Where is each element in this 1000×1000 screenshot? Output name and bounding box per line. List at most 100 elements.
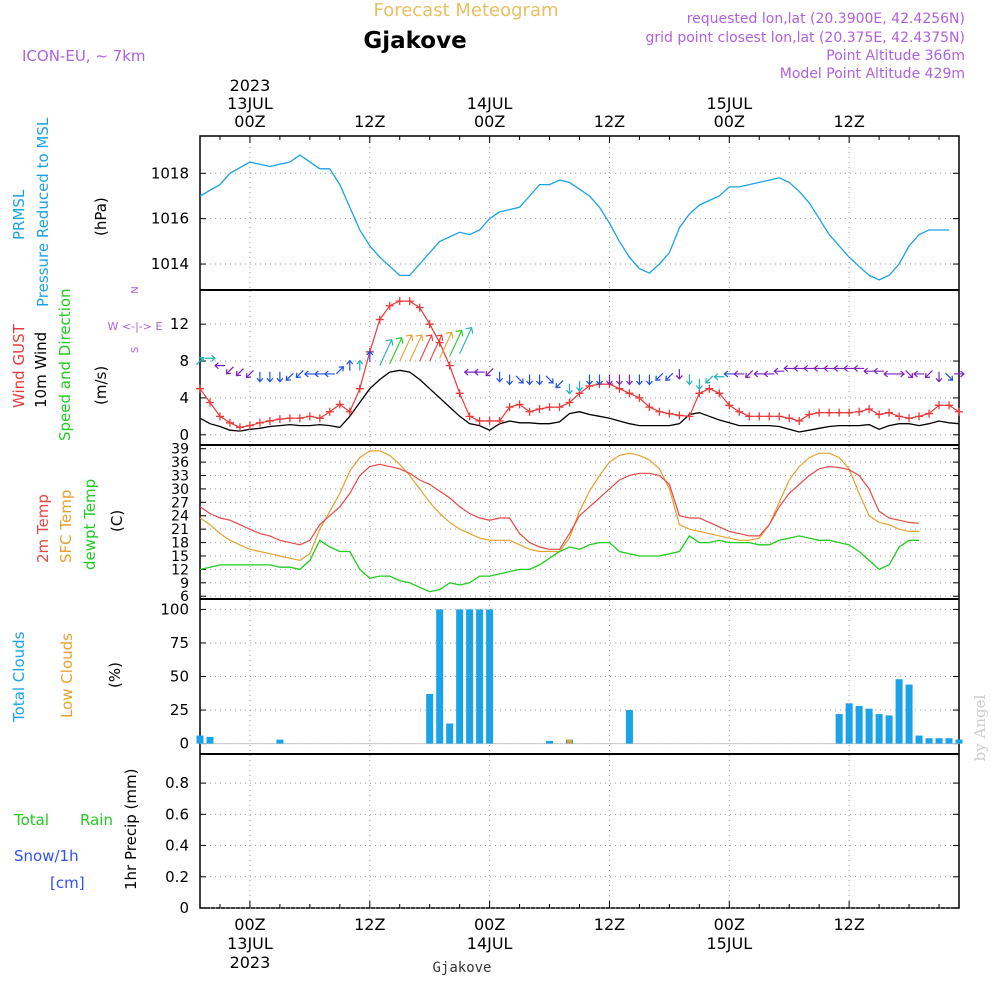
gust-plus-marker [405,297,414,306]
gust-plus-marker [515,400,524,409]
gust-plus-marker [765,412,774,421]
compass-south: S [130,347,141,353]
total-cloud-bar [915,735,923,744]
wind-arrow [793,364,805,372]
y-tick-label: 1014 [151,255,189,273]
total-cloud-bar [935,738,943,744]
pressure-panel: 1014 1016 1018 [151,154,959,281]
wind-y-ticks: 0 4 8 12 [170,315,959,444]
gust-plus-marker [845,408,854,417]
wind-arrow [913,370,925,378]
wind-arrow [935,371,943,383]
gust-plus-marker [805,410,814,419]
gust-plus-marker [645,403,654,412]
time-label-top: 00Z [474,112,505,131]
total-cloud-bar [276,739,284,744]
wind-arrow [763,370,775,378]
wind-arrow [366,350,374,362]
total-cloud-bar [875,714,883,744]
wind-arrow [645,374,653,386]
gust-streak-arrows [379,327,474,366]
time-label-top: 12Z [833,112,864,131]
y-tick-label: 18 [171,536,189,552]
gust-plus-marker [635,393,644,402]
y-tick-label: 12 [171,562,189,578]
total-cloud-bar [546,740,554,744]
compass-west-east: W <-|-> E [108,320,163,333]
gust-plus-marker [505,403,514,412]
total-cloud-bar [446,723,454,744]
y-tick-label: 30 [171,482,189,498]
gust-plus-marker [385,301,394,310]
wind-gust-series-line [199,300,960,429]
gust-streak-arrow [419,334,434,362]
precip-rain-label: Rain [80,811,113,829]
wind-arrow [266,371,274,383]
wind-labels: Wind GUST 10m Wind Speed and Direction (… [10,286,162,441]
wind-arrow [515,375,524,384]
precip-panel: 0 0.2 0.4 0.6 0.8 [165,774,959,917]
gust-plus-marker [265,416,274,425]
wind-arrow [586,374,593,386]
pressure-y-ticks: 1014 1016 1018 [151,164,959,273]
total-cloud-bar [885,715,893,744]
wind-arrow [924,370,933,379]
total-cloud-bar [486,609,494,744]
wind-arrow [655,372,664,381]
wind-arrow [863,367,875,375]
gust-plus-marker [685,412,694,421]
point-altitude: Point Altitude 366m [826,48,965,64]
total-cloud-bar [625,710,633,744]
gust-streak-arrow [439,331,454,359]
y-tick-label: 100 [160,600,189,618]
wind-arrow [235,368,244,377]
wind-arrow [733,370,745,378]
total-cloud-bar [466,609,474,744]
wind-arrow [225,366,234,375]
wind-arrow [803,364,815,372]
gust-streak-arrow [449,329,464,357]
cloud-labels: Total Clouds Low Clouds (%) [10,631,124,723]
wind-arrow [196,356,205,365]
gust-plus-marker [945,401,954,410]
y-tick-label: 25 [170,701,189,719]
gust-plus-marker [535,404,544,413]
wind-arrow [635,374,643,386]
wind-arrow [713,373,725,381]
total-cloud-bar [456,609,464,744]
gust-streak-arrow [429,334,444,362]
wind-arrow [323,370,335,378]
gust-plus-marker [775,412,784,421]
y-tick-label: 9 [180,576,189,592]
y-tick-label: 39 [171,442,189,458]
wind-arrow [576,380,583,392]
gust-plus-marker [245,421,254,430]
clouds-y-ticks: 0 25 50 75 100 [160,600,959,753]
gust-plus-marker [725,401,734,410]
gust-streak-arrow [399,334,414,362]
wind-arrow [303,370,315,378]
wind-arrow [945,372,954,381]
gust-plus-marker [735,407,744,416]
wind-gust-markers [196,297,963,432]
y-tick-label: 12 [170,315,189,333]
y-tick-label: 1018 [151,164,189,182]
wind-arrow [285,372,294,381]
pressure-series-line [199,154,949,281]
wind-arrow [833,364,845,372]
y-tick-label: 27 [171,495,189,511]
wind-arrow [214,362,225,370]
time-label-bottom: 15JUL [706,934,752,953]
gust-plus-marker [235,423,244,432]
wind-arrow [883,370,895,378]
pressure-msl-label: Pressure Reduced to MSL [34,117,52,307]
total-cloud-bar [436,609,444,744]
wind-arrow [295,370,304,379]
wind-arrow [346,359,354,371]
temperature-labels: 2m Temp SFC Temp dewpt Temp (C) [34,479,126,570]
gust-plus-marker [815,408,824,417]
dewpt-temp-series-line [199,534,920,593]
wind-arrow [954,370,965,378]
gust-plus-marker [925,409,934,418]
